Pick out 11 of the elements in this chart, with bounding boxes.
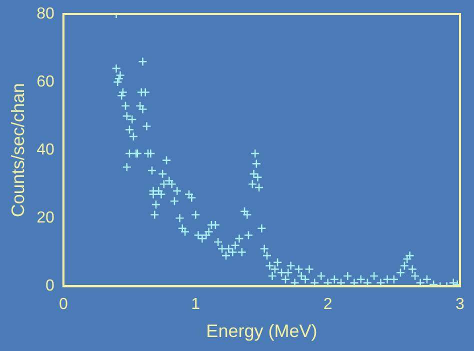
x-tick-label: 1 xyxy=(191,296,200,314)
y-axis-title: Counts/sec/chan xyxy=(8,83,28,218)
y-tick-label: 80 xyxy=(36,5,54,22)
x-axis-title: Energy (MeV) xyxy=(206,321,318,342)
y-tick-label: 40 xyxy=(36,142,54,159)
y-tick-label: 0 xyxy=(45,278,54,295)
x-tick-label: 3 xyxy=(456,296,465,314)
y-tick-label: 20 xyxy=(36,210,54,227)
x-tick-label: 2 xyxy=(323,296,332,314)
y-tick-label: 60 xyxy=(36,73,54,90)
x-tick-label: 0 xyxy=(58,296,68,314)
